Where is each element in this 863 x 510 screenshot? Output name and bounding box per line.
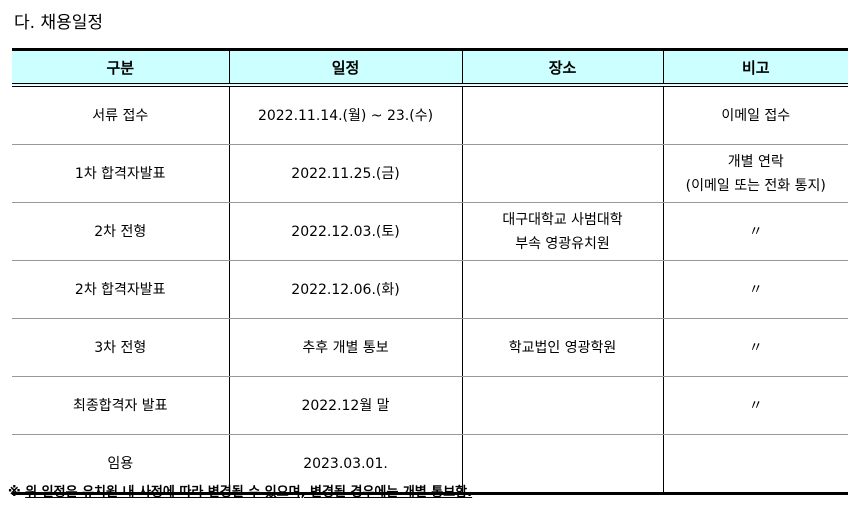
cell-category: 2차 합격자발표 <box>12 260 230 319</box>
header-place: 장소 <box>461 48 664 87</box>
cell-place <box>461 260 664 319</box>
header-row: 구분 일정 장소 비고 <box>12 48 848 87</box>
cell-note: 〃 <box>662 318 848 377</box>
table-row: 임용 2023.03.01. <box>12 434 848 495</box>
cell-note-line: 〃 <box>748 223 763 240</box>
cell-note-line: 이메일 접수 <box>721 107 791 124</box>
cell-category: 서류 접수 <box>12 84 230 145</box>
cell-place-line: 학교법인 영광학원 <box>508 339 617 356</box>
cell-place-line: 부속 영광유치원 <box>515 235 610 252</box>
cell-schedule: 2022.12.03.(토) <box>228 202 463 261</box>
cell-place <box>461 434 664 495</box>
cell-schedule: 추후 개별 통보 <box>228 318 463 377</box>
cell-category: 최종합격자 발표 <box>12 376 230 435</box>
cell-note: 〃 <box>662 376 848 435</box>
cell-place <box>461 84 664 145</box>
cell-place <box>461 376 664 435</box>
cell-schedule: 2022.11.25.(금) <box>228 144 463 203</box>
cell-note-line: (이메일 또는 전화 통지) <box>685 177 826 194</box>
table-row: 3차 전형 추후 개별 통보 학교법인 영광학원 〃 <box>12 318 848 377</box>
table-row: 2차 합격자발표 2022.12.06.(화) 〃 <box>12 260 848 319</box>
cell-category: 임용 <box>12 434 230 495</box>
table-row: 최종합격자 발표 2022.12월 말 〃 <box>12 376 848 435</box>
cell-category: 1차 합격자발표 <box>12 144 230 203</box>
footnote-text: 위 일정은 유치원 내 사정에 따라 변경될 수 있으며, 변경될 경우에는 개… <box>25 485 473 500</box>
header-note: 비고 <box>662 48 848 87</box>
cell-note-line: 〃 <box>748 339 763 356</box>
footnote: ※ 위 일정은 유치원 내 사정에 따라 변경될 수 있으며, 변경될 경우에는… <box>8 481 472 500</box>
cell-note-line: 〃 <box>748 397 763 414</box>
cell-note: 개별 연락 (이메일 또는 전화 통지) <box>662 144 848 203</box>
table-row: 2차 전형 2022.12.03.(토) 대구대학교 사범대학 부속 영광유치원 〃 <box>12 202 848 261</box>
cell-place <box>461 144 664 203</box>
section-title: 다. 채용일정 <box>14 13 104 33</box>
cell-note-line: 개별 연락 <box>727 153 784 170</box>
cell-note-line: 〃 <box>748 281 763 298</box>
cell-place-line: 대구대학교 사범대학 <box>502 211 623 228</box>
table-row: 1차 합격자발표 2022.11.25.(금) 개별 연락 (이메일 또는 전화 통지… <box>12 144 848 203</box>
cell-schedule: 2023.03.01. <box>228 434 463 495</box>
schedule-table: 구분 일정 장소 비고 서류 접수 2022.11.14.(월) ~ 23.(수)… <box>12 48 848 495</box>
cell-category: 2차 전형 <box>12 202 230 261</box>
cell-place: 학교법인 영광학원 <box>461 318 664 377</box>
header-schedule: 일정 <box>228 48 463 87</box>
cell-category: 3차 전형 <box>12 318 230 377</box>
cell-note: 〃 <box>662 260 848 319</box>
cell-note <box>662 434 848 495</box>
cell-schedule: 2022.12월 말 <box>228 376 463 435</box>
cell-schedule: 2022.11.14.(월) ~ 23.(수) <box>228 84 463 145</box>
table-row: 서류 접수 2022.11.14.(월) ~ 23.(수) 이메일 접수 <box>12 84 848 145</box>
header-category: 구분 <box>12 48 230 87</box>
reference-mark: ※ <box>8 485 21 500</box>
cell-note: 〃 <box>662 202 848 261</box>
cell-note: 이메일 접수 <box>662 84 848 145</box>
cell-schedule: 2022.12.06.(화) <box>228 260 463 319</box>
